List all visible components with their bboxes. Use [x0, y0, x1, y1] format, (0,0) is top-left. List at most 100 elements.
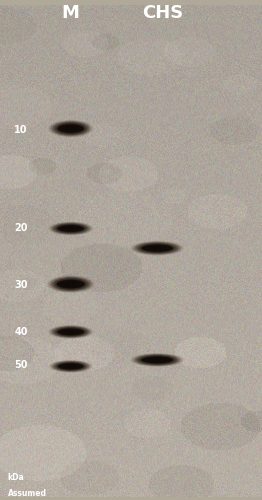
- Ellipse shape: [154, 359, 160, 360]
- Ellipse shape: [56, 362, 85, 370]
- Ellipse shape: [67, 330, 75, 333]
- Ellipse shape: [146, 245, 168, 252]
- Ellipse shape: [57, 225, 84, 232]
- Ellipse shape: [149, 246, 165, 250]
- Ellipse shape: [141, 244, 173, 252]
- Ellipse shape: [130, 241, 184, 256]
- Ellipse shape: [152, 358, 162, 361]
- Ellipse shape: [140, 356, 175, 364]
- Ellipse shape: [65, 330, 76, 334]
- Ellipse shape: [138, 355, 176, 365]
- Ellipse shape: [69, 128, 72, 129]
- Ellipse shape: [60, 124, 81, 132]
- Ellipse shape: [57, 124, 84, 134]
- Ellipse shape: [62, 281, 79, 287]
- Ellipse shape: [48, 325, 94, 339]
- Text: 30: 30: [14, 280, 28, 290]
- Ellipse shape: [50, 276, 92, 292]
- Ellipse shape: [48, 276, 94, 292]
- Ellipse shape: [68, 228, 73, 230]
- Ellipse shape: [48, 360, 93, 373]
- Ellipse shape: [57, 124, 84, 133]
- Ellipse shape: [59, 280, 82, 288]
- Ellipse shape: [135, 354, 180, 366]
- Ellipse shape: [59, 225, 83, 232]
- Text: M: M: [62, 4, 80, 22]
- Ellipse shape: [133, 242, 181, 255]
- Ellipse shape: [151, 358, 163, 362]
- Ellipse shape: [138, 243, 176, 254]
- Ellipse shape: [60, 364, 81, 370]
- Ellipse shape: [63, 126, 79, 132]
- Ellipse shape: [55, 278, 86, 290]
- Ellipse shape: [51, 222, 91, 234]
- Ellipse shape: [146, 357, 168, 363]
- Ellipse shape: [57, 280, 85, 288]
- Text: 40: 40: [14, 327, 28, 337]
- Ellipse shape: [60, 225, 81, 232]
- Ellipse shape: [65, 126, 76, 130]
- Ellipse shape: [62, 364, 80, 369]
- Ellipse shape: [67, 365, 75, 368]
- Ellipse shape: [67, 282, 75, 286]
- Ellipse shape: [65, 227, 76, 230]
- Ellipse shape: [51, 277, 91, 291]
- Ellipse shape: [51, 121, 91, 136]
- Text: 20: 20: [14, 224, 28, 234]
- Ellipse shape: [55, 362, 86, 371]
- Ellipse shape: [64, 364, 77, 368]
- Ellipse shape: [143, 356, 172, 364]
- Ellipse shape: [61, 226, 80, 232]
- Ellipse shape: [68, 331, 73, 332]
- Ellipse shape: [132, 241, 183, 255]
- Ellipse shape: [64, 126, 78, 131]
- Ellipse shape: [66, 365, 76, 368]
- Ellipse shape: [52, 326, 90, 338]
- Ellipse shape: [68, 128, 73, 130]
- Ellipse shape: [56, 328, 86, 336]
- Ellipse shape: [49, 222, 92, 235]
- Ellipse shape: [56, 224, 86, 233]
- Ellipse shape: [52, 122, 90, 136]
- Ellipse shape: [54, 362, 88, 372]
- Ellipse shape: [130, 353, 184, 367]
- Ellipse shape: [48, 120, 94, 138]
- Text: 50: 50: [14, 360, 28, 370]
- Ellipse shape: [61, 329, 80, 334]
- Ellipse shape: [53, 223, 88, 234]
- Ellipse shape: [135, 242, 180, 254]
- Ellipse shape: [57, 328, 84, 336]
- Ellipse shape: [65, 282, 77, 286]
- Ellipse shape: [50, 360, 92, 372]
- Ellipse shape: [64, 226, 78, 230]
- Ellipse shape: [64, 330, 78, 334]
- Ellipse shape: [52, 361, 89, 372]
- Ellipse shape: [52, 223, 90, 234]
- Ellipse shape: [49, 120, 92, 137]
- Ellipse shape: [60, 328, 81, 335]
- Ellipse shape: [148, 358, 167, 362]
- Ellipse shape: [51, 326, 91, 338]
- Ellipse shape: [57, 224, 84, 232]
- Ellipse shape: [53, 122, 88, 136]
- Ellipse shape: [140, 244, 175, 253]
- Ellipse shape: [63, 364, 79, 368]
- Ellipse shape: [47, 276, 95, 293]
- Ellipse shape: [59, 124, 83, 133]
- Ellipse shape: [137, 242, 178, 254]
- Ellipse shape: [149, 358, 165, 362]
- Ellipse shape: [57, 279, 85, 289]
- Ellipse shape: [57, 328, 84, 335]
- Ellipse shape: [137, 354, 178, 366]
- Ellipse shape: [58, 363, 84, 370]
- Ellipse shape: [141, 356, 173, 364]
- Ellipse shape: [152, 247, 162, 250]
- Ellipse shape: [144, 244, 170, 252]
- Ellipse shape: [154, 248, 160, 249]
- Ellipse shape: [54, 224, 87, 234]
- Ellipse shape: [54, 327, 87, 337]
- Ellipse shape: [143, 244, 172, 252]
- Ellipse shape: [133, 354, 181, 366]
- Ellipse shape: [64, 282, 78, 286]
- Ellipse shape: [59, 363, 83, 370]
